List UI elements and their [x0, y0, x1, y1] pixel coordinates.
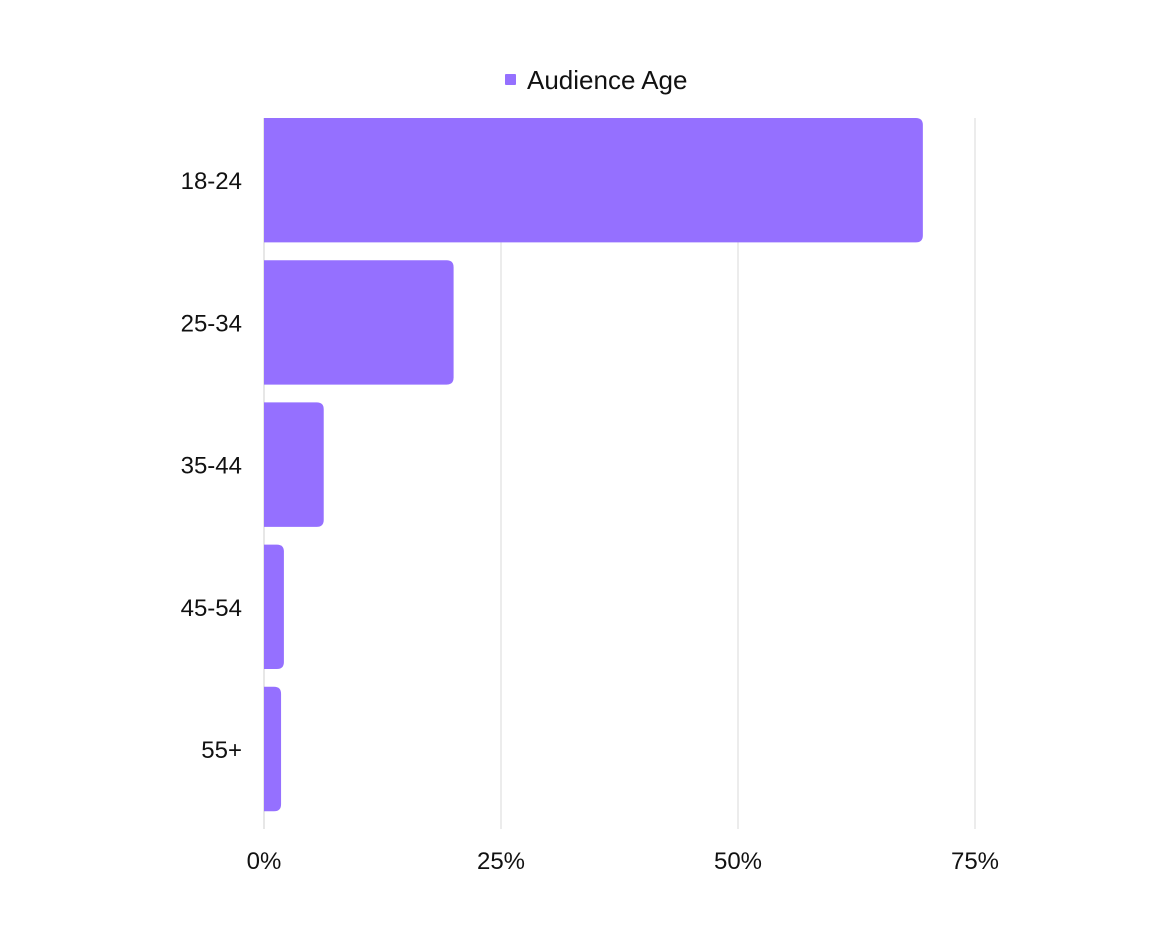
bar-45-54 — [264, 544, 284, 670]
category-label-45-54: 45-54 — [181, 595, 242, 622]
legend-label: Audience Age — [527, 65, 687, 95]
legend-swatch — [505, 74, 516, 85]
x-tick-label: 25% — [477, 848, 525, 875]
x-tick-label: 75% — [951, 848, 999, 875]
category-label-18-24: 18-24 — [181, 168, 242, 195]
category-label-55+: 55+ — [201, 737, 242, 764]
bars — [264, 118, 923, 812]
category-labels: 18-24 25-34 35-44 45-54 55+ — [181, 168, 242, 764]
bar-55+ — [264, 686, 282, 812]
x-axis-tick-labels: 0% 25% 50% 75% — [247, 848, 999, 875]
category-label-25-34: 25-34 — [181, 310, 242, 337]
x-tick-label: 0% — [247, 848, 282, 875]
x-tick-label: 50% — [714, 848, 762, 875]
category-label-35-44: 35-44 — [181, 453, 242, 480]
bar-25-34 — [264, 260, 454, 385]
legend: Audience Age — [505, 65, 687, 95]
bar-35-44 — [264, 402, 324, 527]
bar-18-24 — [264, 118, 923, 243]
